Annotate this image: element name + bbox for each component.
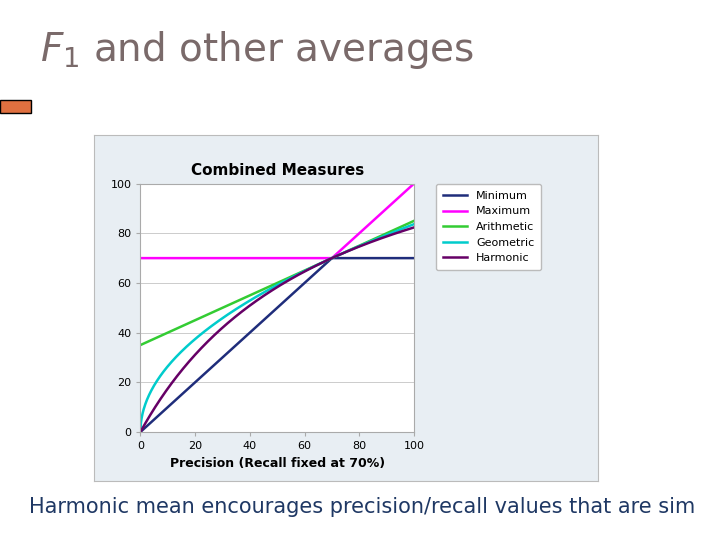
- Arithmetic: [299, 268, 307, 274]
- FancyBboxPatch shape: [0, 100, 31, 113]
- Minimum: [136, 429, 145, 435]
- Arithmetic: [410, 218, 418, 224]
- Arithmetic: [284, 275, 293, 281]
- Maximum: [403, 186, 412, 193]
- Minimum: [404, 255, 413, 261]
- Geometric: [360, 241, 369, 247]
- Harmonic: [410, 224, 418, 231]
- Geometric: [299, 268, 307, 275]
- Arithmetic: [403, 221, 412, 227]
- Line: Maximum: Maximum: [140, 184, 414, 258]
- Line: Harmonic: Harmonic: [140, 227, 414, 432]
- Minimum: [361, 255, 369, 261]
- Harmonic: [284, 277, 293, 284]
- Title: Combined Measures: Combined Measures: [191, 163, 364, 178]
- Harmonic: [403, 226, 412, 233]
- Text: $\mathit{F}_1$ and other averages: $\mathit{F}_1$ and other averages: [40, 30, 474, 71]
- Line: Arithmetic: Arithmetic: [140, 221, 414, 345]
- Arithmetic: [268, 282, 276, 288]
- Harmonic: [360, 241, 369, 248]
- Minimum: [299, 281, 307, 287]
- Maximum: [266, 255, 274, 261]
- Text: Harmonic mean encourages precision/recall values that are sim: Harmonic mean encourages precision/recal…: [29, 497, 695, 517]
- Maximum: [299, 255, 307, 261]
- Maximum: [360, 225, 369, 232]
- Minimum: [328, 255, 337, 261]
- Harmonic: [136, 429, 145, 435]
- Minimum: [284, 294, 293, 301]
- Geometric: [410, 221, 418, 227]
- Maximum: [410, 180, 418, 187]
- X-axis label: Precision (Recall fixed at 70%): Precision (Recall fixed at 70%): [170, 457, 384, 470]
- Geometric: [136, 429, 145, 435]
- Arithmetic: [360, 240, 369, 246]
- Legend: Minimum, Maximum, Arithmetic, Geometric, Harmonic: Minimum, Maximum, Arithmetic, Geometric,…: [436, 184, 541, 270]
- Minimum: [268, 309, 276, 316]
- Line: Geometric: Geometric: [140, 224, 414, 432]
- Minimum: [266, 311, 274, 318]
- Maximum: [136, 255, 145, 261]
- Harmonic: [299, 269, 307, 275]
- Geometric: [268, 285, 276, 291]
- Geometric: [403, 224, 412, 230]
- Line: Minimum: Minimum: [140, 258, 414, 432]
- Geometric: [284, 276, 293, 282]
- Arithmetic: [266, 283, 274, 289]
- Arithmetic: [136, 342, 145, 348]
- Harmonic: [268, 287, 276, 294]
- Harmonic: [266, 288, 274, 295]
- Minimum: [410, 255, 418, 261]
- Maximum: [284, 255, 293, 261]
- Maximum: [268, 255, 276, 261]
- Geometric: [266, 286, 274, 292]
